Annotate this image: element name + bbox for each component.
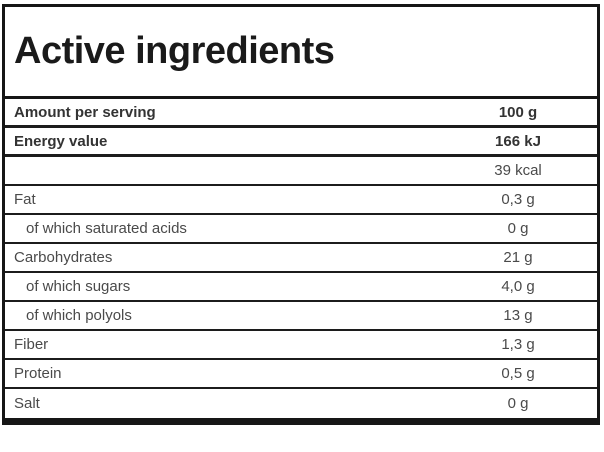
table-row-energy-kcal: 39 kcal: [5, 157, 597, 186]
table-row-salt: Salt 0 g: [5, 389, 597, 418]
table-row-energy-kj: Energy value 166 kJ: [5, 128, 597, 157]
nutrition-table: Amount per serving 100 g Energy value 16…: [2, 99, 600, 425]
table-row-sugars: of which sugars 4,0 g: [5, 273, 597, 302]
table-row-carbohydrates: Carbohydrates 21 g: [5, 244, 597, 273]
row-label: Amount per serving: [14, 103, 156, 121]
table-row-protein: Protein 0,5 g: [5, 360, 597, 389]
page-title: Active ingredients: [14, 30, 335, 72]
row-value: 100 g: [498, 103, 538, 121]
table-row-amount-per-serving: Amount per serving 100 g: [5, 99, 597, 128]
row-value: 1,3 g: [501, 336, 535, 353]
row-label: Fat: [14, 191, 36, 208]
table-row-polyols: of which polyols 13 g: [5, 302, 597, 331]
row-value: 39 kcal: [494, 162, 542, 179]
row-value: 166 kJ: [495, 132, 541, 150]
row-label: Fiber: [14, 336, 49, 353]
table-row-saturated-acids: of which saturated acids 0 g: [5, 215, 597, 244]
row-value: 0,3 g: [501, 191, 535, 208]
table-row-fiber: Fiber 1,3 g: [5, 331, 597, 360]
row-value: 0,5 g: [501, 365, 535, 382]
row-label: Energy value: [14, 132, 108, 150]
row-label: of which polyols: [26, 307, 132, 324]
row-value: 0 g: [507, 220, 529, 237]
title-box: Active ingredients: [2, 4, 600, 99]
row-label: Salt: [14, 395, 40, 412]
row-label: of which saturated acids: [26, 220, 187, 237]
row-value: 13 g: [503, 307, 533, 324]
table-row-fat: Fat 0,3 g: [5, 186, 597, 215]
row-label: of which sugars: [26, 278, 131, 295]
row-value: 4,0 g: [501, 278, 535, 295]
row-value: 0 g: [507, 395, 529, 412]
row-value: 21 g: [503, 249, 533, 266]
row-label: Carbohydrates: [14, 249, 113, 266]
row-label: Protein: [14, 365, 62, 382]
